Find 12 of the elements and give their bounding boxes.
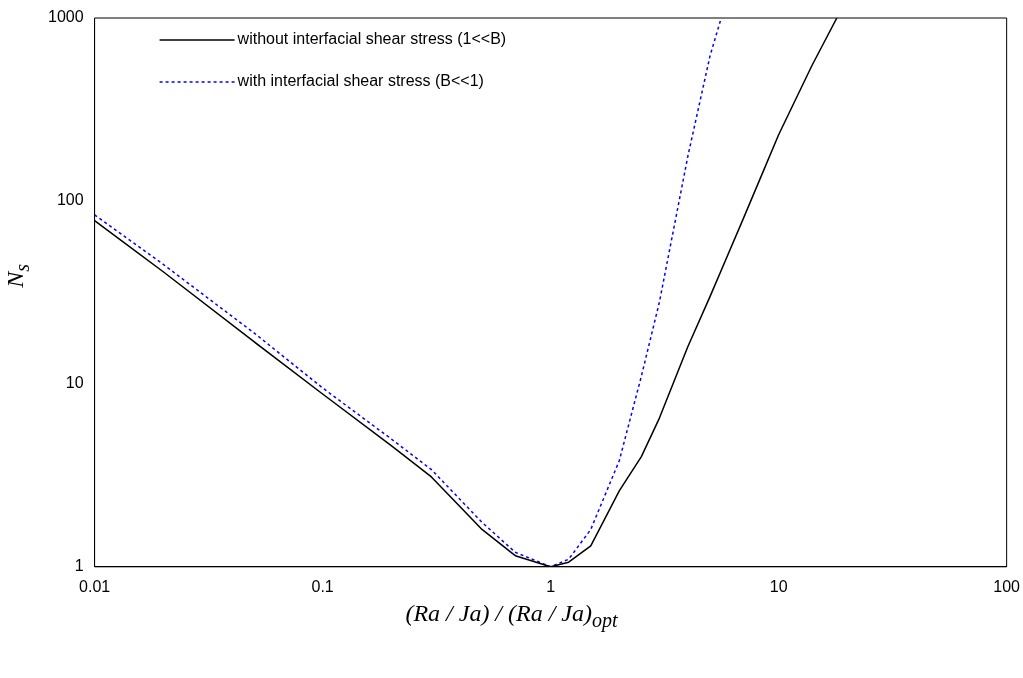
x-tick-label: 0.01 <box>79 577 111 595</box>
x-tick-label: 0.1 <box>311 577 334 595</box>
x-tick-label: 100 <box>993 577 1021 595</box>
y-tick-label: 1 <box>74 557 84 575</box>
y-tick-label: 100 <box>56 191 84 209</box>
legend-label: with interfacial shear stress (B<<1) <box>236 72 484 90</box>
y-tick-label: 10 <box>65 374 84 392</box>
x-tick-label: 1 <box>546 577 556 595</box>
x-axis-title: (Ra / Ja) / (Ra / Ja)$_{opt}$ <box>404 600 619 632</box>
legend-label: without interfacial shear stress (1<<B) <box>236 30 507 48</box>
y-tick-label: 1000 <box>48 8 84 26</box>
x-tick-label: 10 <box>769 577 788 595</box>
